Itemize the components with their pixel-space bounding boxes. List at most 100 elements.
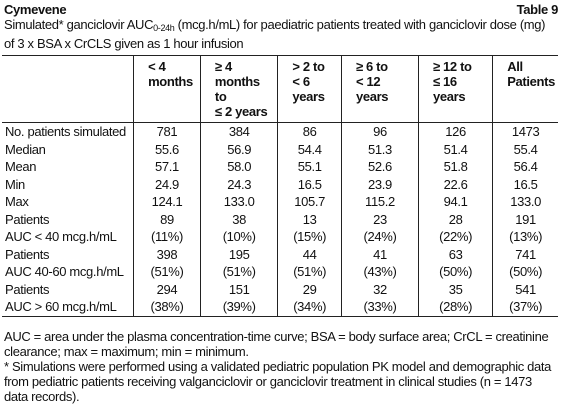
row-label: Patients bbox=[5, 211, 50, 227]
cell: (11%) bbox=[133, 228, 201, 246]
cell: 96 bbox=[340, 122, 419, 141]
cell: 541 bbox=[492, 280, 558, 298]
cell: 22.6 bbox=[417, 175, 493, 193]
cell: (38%) bbox=[133, 298, 201, 317]
cell: 35 bbox=[417, 280, 493, 298]
cell: 23 bbox=[340, 210, 419, 228]
data-table: < 4 months ≥ 4 months to ≤ 2 years > 2 to < 6 … bbox=[2, 55, 558, 317]
footnote: AUC = area under the plasma concentratio… bbox=[4, 328, 549, 359]
header-line: ≤ 16 years bbox=[433, 74, 466, 104]
cell: 133.0 bbox=[199, 193, 278, 211]
cell: (22%) bbox=[417, 228, 493, 246]
cell: 1473 bbox=[492, 122, 558, 141]
header-cell: All Patients bbox=[492, 55, 558, 123]
header-line: months bbox=[148, 74, 193, 89]
table-number: Table 9 bbox=[516, 2, 559, 17]
header-cell bbox=[2, 55, 134, 123]
cell: (13%) bbox=[492, 228, 558, 246]
table-row: No. patients simulated 781 384 86 96 126 1473 bbox=[2, 122, 558, 141]
cell: (37%) bbox=[492, 298, 558, 317]
table-row: Mean 57.1 58.0 55.1 52.6 51.8 56.4 bbox=[2, 158, 558, 176]
row-label: AUC 40-60 mcg.h/mL bbox=[5, 264, 124, 279]
cell: 384 bbox=[199, 122, 278, 141]
cell: 781 bbox=[133, 122, 201, 141]
header-cell: > 2 to < 6 years bbox=[277, 55, 342, 123]
table-row: Patients 89 38 13 23 28 191 bbox=[2, 210, 558, 228]
cell: 151 bbox=[199, 280, 278, 298]
header-line: All bbox=[507, 59, 523, 74]
cell: (51%) bbox=[277, 263, 342, 281]
row-label: Patients bbox=[5, 246, 50, 262]
row-label: No. patients simulated bbox=[5, 124, 126, 139]
cell: (28%) bbox=[417, 298, 493, 317]
footnote: * Simulations were performed using a val… bbox=[4, 358, 552, 404]
cell: 195 bbox=[199, 245, 278, 263]
cell: 13 bbox=[277, 210, 342, 228]
cell: 52.6 bbox=[340, 158, 419, 176]
caption-subscript: 0-24h bbox=[153, 23, 175, 33]
cell: 55.1 bbox=[277, 158, 342, 176]
cell: 32 bbox=[340, 280, 419, 298]
table-row: AUC 40-60 mcg.h/mL (51%) (51%) (51%) (43%) (5… bbox=[2, 263, 558, 281]
caption-text: (mcg.h/mL) for paediatric patients treat… bbox=[4, 17, 546, 51]
cell: 115.2 bbox=[340, 193, 419, 211]
caption-text: Simulated* ganciclovir AUC bbox=[4, 17, 154, 32]
cell: 16.5 bbox=[492, 175, 558, 193]
table-row: AUC < 40 mcg.h/mL (11%) (10%) (15%) (24%) (22… bbox=[2, 228, 558, 246]
cell: 58.0 bbox=[199, 158, 278, 176]
header-line: ≥ 12 to bbox=[433, 59, 472, 74]
cell: (33%) bbox=[340, 298, 419, 317]
cell: (24%) bbox=[340, 228, 419, 246]
cell: 55.6 bbox=[133, 140, 201, 158]
cell: 57.1 bbox=[133, 158, 201, 176]
header-line: months to bbox=[214, 74, 260, 104]
header-line: > 2 to bbox=[292, 59, 325, 74]
header-line: < 4 bbox=[148, 59, 166, 74]
cell: 24.3 bbox=[199, 175, 278, 193]
header-line: Patients bbox=[507, 74, 555, 89]
header-line: ≥ 4 bbox=[214, 59, 232, 74]
cell: 294 bbox=[133, 280, 201, 298]
cell: 124.1 bbox=[133, 193, 201, 211]
cell: (34%) bbox=[277, 298, 342, 317]
cell: 54.4 bbox=[277, 140, 342, 158]
cell: 105.7 bbox=[277, 193, 342, 211]
table-body: No. patients simulated 781 384 86 96 126 1473 M… bbox=[2, 122, 558, 317]
header-cell: ≥ 6 to < 12 years bbox=[340, 55, 419, 123]
table-row: Patients 294 151 29 32 35 541 bbox=[2, 280, 558, 298]
cell: 63 bbox=[417, 245, 493, 263]
cell: (50%) bbox=[417, 263, 493, 281]
cell: 126 bbox=[417, 122, 493, 141]
cell: 56.4 bbox=[492, 158, 558, 176]
table-row: AUC > 60 mcg.h/mL (38%) (39%) (34%) (33%) (28… bbox=[2, 298, 558, 317]
cell: 94.1 bbox=[417, 193, 493, 211]
cell: (39%) bbox=[199, 298, 278, 317]
cell: 51.4 bbox=[417, 140, 493, 158]
header-row: < 4 months ≥ 4 months to ≤ 2 years > 2 to < 6 … bbox=[2, 55, 558, 123]
cell: 89 bbox=[133, 210, 201, 228]
table-row: Min 24.9 24.3 16.5 23.9 22.6 16.5 bbox=[2, 175, 558, 193]
cell: 16.5 bbox=[277, 175, 342, 193]
cell: 133.0 bbox=[492, 193, 558, 211]
cell: 41 bbox=[340, 245, 419, 263]
cell: 56.9 bbox=[199, 140, 278, 158]
cell: 44 bbox=[277, 245, 342, 263]
cell: 28 bbox=[417, 210, 493, 228]
header-line: ≤ 2 years bbox=[214, 104, 268, 119]
header-cell: ≥ 12 to ≤ 16 years bbox=[417, 55, 493, 123]
cell: 38 bbox=[199, 210, 278, 228]
caption: Simulated* ganciclovir AUC0-24h (mcg.h/m… bbox=[4, 17, 558, 51]
cell: 24.9 bbox=[133, 175, 201, 193]
cell: (51%) bbox=[133, 263, 201, 281]
table-row: Max 124.1 133.0 105.7 115.2 94.1 133.0 bbox=[2, 193, 558, 211]
cell: 741 bbox=[492, 245, 558, 263]
row-label: AUC > 60 mcg.h/mL bbox=[2, 298, 134, 317]
header-cell: ≥ 4 months to ≤ 2 years bbox=[199, 55, 278, 123]
row-label: Mean bbox=[5, 159, 37, 174]
header-cell: < 4 months bbox=[133, 55, 201, 123]
row-label: Median bbox=[5, 141, 46, 157]
cell: (15%) bbox=[277, 228, 342, 246]
row-label: AUC < 40 mcg.h/mL bbox=[5, 229, 117, 244]
product-name: Cymevene bbox=[4, 2, 67, 17]
